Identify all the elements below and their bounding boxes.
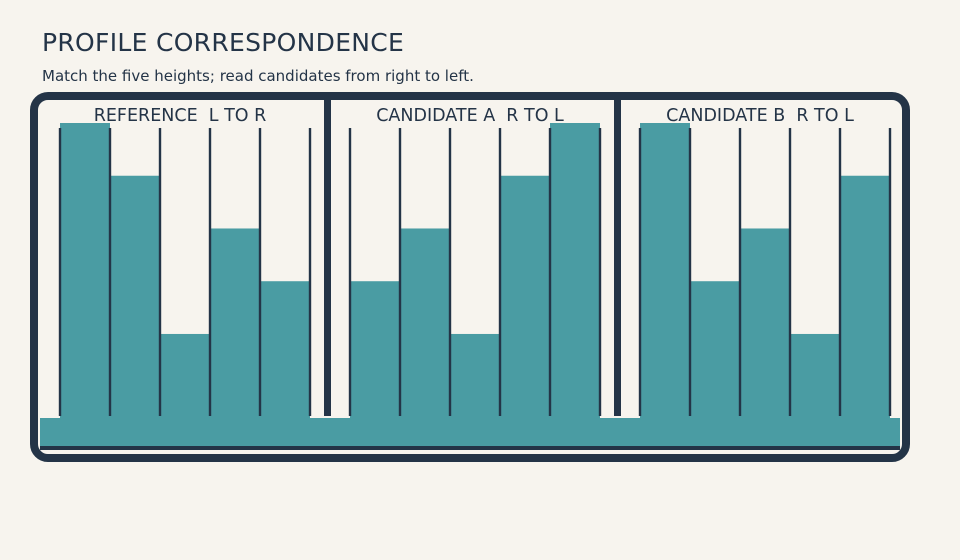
panel-separator	[324, 100, 331, 416]
profile-bar	[740, 228, 790, 420]
panel-label-candidate-b: CANDIDATE B R TO L	[666, 106, 854, 126]
baseline-band	[40, 418, 900, 446]
profile-bar	[450, 333, 500, 420]
profile-bar	[690, 281, 740, 420]
profile-bar	[840, 175, 890, 420]
profile-bar	[210, 228, 260, 420]
instructions-text: Match the five heights; read candidates …	[42, 67, 474, 85]
profile-board-canvas	[30, 92, 910, 462]
profile-bar	[400, 228, 450, 420]
page-title: PROFILE CORRESPONDENCE	[42, 28, 405, 57]
profile-bar	[110, 175, 160, 420]
profile-bar	[550, 123, 600, 420]
profile-bar	[640, 123, 690, 420]
profile-board	[30, 92, 910, 462]
profile-bar	[790, 333, 840, 420]
profile-bar	[160, 333, 210, 420]
baseline-line	[40, 446, 900, 450]
profile-bar	[350, 281, 400, 420]
profile-bar	[260, 281, 310, 420]
profile-bar	[500, 175, 550, 420]
panel-label-reference: REFERENCE L TO R	[93, 106, 267, 126]
panel-label-candidate-a: CANDIDATE A R TO L	[376, 106, 564, 126]
profile-bar	[60, 123, 110, 420]
panel-separator	[614, 100, 621, 416]
